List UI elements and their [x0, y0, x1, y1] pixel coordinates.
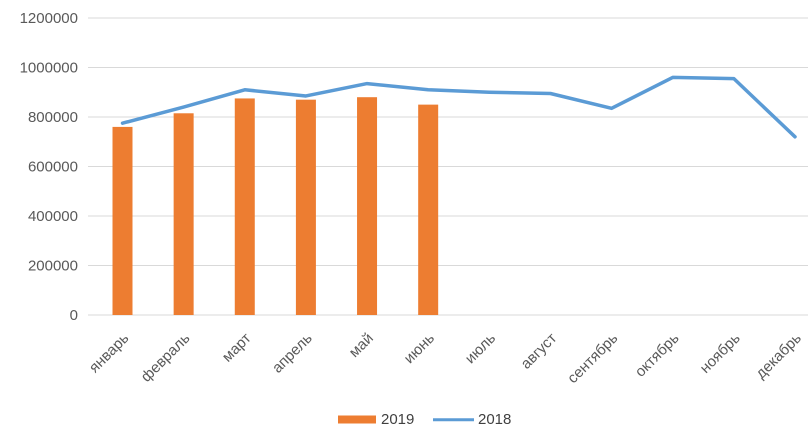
- bar-2019-февраль[interactable]: [173, 113, 194, 315]
- x-axis-label-декабрь: декабрь: [752, 330, 805, 383]
- x-axis-label-август: август: [518, 330, 561, 373]
- y-tick-label-200000: 200000: [28, 258, 78, 275]
- bar-series-group: [112, 97, 439, 316]
- x-axis-labels-group: январь февраль март апрель май июнь июль август…: [86, 330, 805, 387]
- y-tick-label-0: 0: [70, 307, 78, 324]
- y-tick-label-1000000: 1000000: [20, 60, 78, 77]
- gridlines-group: [88, 17, 808, 316]
- y-tick-label-800000: 800000: [28, 109, 78, 126]
- legend-item-2018[interactable]: 2018: [433, 411, 511, 428]
- bar-2019-май[interactable]: [357, 97, 378, 315]
- x-axis-label-март: март: [219, 330, 255, 366]
- x-axis-label-февраль: февраль: [138, 330, 194, 386]
- y-tick-label-1200000: 1200000: [20, 10, 78, 27]
- x-axis-label-июль: июль: [462, 330, 500, 368]
- legend-label-2019: 2019: [381, 411, 414, 428]
- legend-item-2019[interactable]: 2019: [338, 411, 414, 428]
- line-series-group: [120, 75, 797, 139]
- y-tick-label-400000: 400000: [28, 208, 78, 225]
- x-axis-label-апрель: апрель: [269, 330, 316, 377]
- y-axis-labels-group: 0 200000 400000 600000 800000 1000000 1200000: [20, 10, 78, 324]
- y-tick-label-600000: 600000: [28, 159, 78, 176]
- x-axis-label-июнь: июнь: [401, 330, 438, 367]
- x-axis-label-ноябрь: ноябрь: [697, 330, 744, 377]
- legend-swatch-2019: [338, 415, 376, 424]
- bar-2019-июнь[interactable]: [418, 104, 439, 315]
- x-axis-label-октябрь: октябрь: [632, 330, 683, 381]
- bar-2019-апрель[interactable]: [295, 99, 316, 315]
- x-axis-label-сентябрь: сентябрь: [564, 330, 621, 387]
- line-2018[interactable]: [120, 75, 797, 139]
- bar-2019-январь[interactable]: [112, 126, 133, 316]
- x-axis-label-январь: январь: [86, 330, 133, 377]
- legend-label-2018: 2018: [478, 411, 511, 428]
- x-axis-label-май: май: [346, 330, 377, 361]
- bar-2019-март[interactable]: [234, 98, 255, 315]
- chart-legend: 2019 2018: [338, 411, 511, 428]
